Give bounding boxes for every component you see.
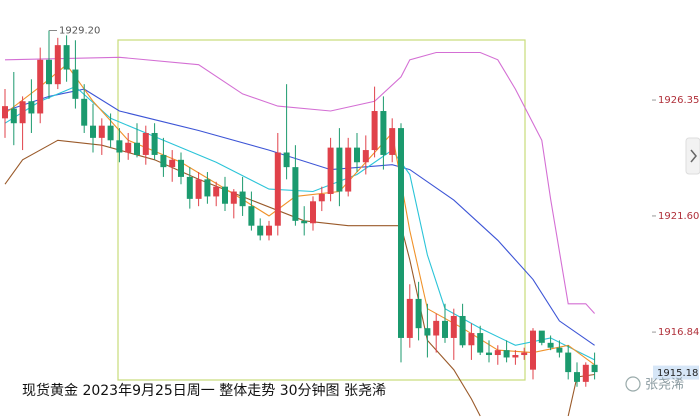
candle-body — [582, 364, 589, 382]
candle-body — [178, 159, 184, 177]
candle-body — [450, 315, 457, 338]
y-tick-label: 1921.60 — [658, 211, 699, 222]
candle-body — [274, 152, 281, 226]
candle-body — [556, 347, 563, 353]
candle-body — [98, 125, 105, 138]
candle-body — [538, 330, 545, 343]
candle-body — [345, 147, 352, 192]
candle-body — [574, 372, 580, 382]
candle-body — [248, 206, 255, 226]
last-price-label: 1915.18 — [657, 368, 698, 379]
candle-body — [239, 191, 246, 207]
candle-body — [134, 142, 140, 155]
candle-body — [362, 150, 369, 163]
annotation-label: 1929.20 — [59, 26, 100, 37]
candle-body — [468, 333, 475, 346]
y-tick-label: 1926.35 — [658, 95, 699, 106]
candle-body — [160, 154, 167, 168]
candle-body — [477, 333, 484, 353]
candle-body — [415, 298, 422, 329]
indicator-line — [4, 51, 596, 314]
candle-body — [283, 152, 290, 168]
candle-body — [195, 179, 202, 199]
candle-body — [125, 142, 132, 153]
candle-body — [46, 59, 52, 85]
candle-body — [37, 59, 44, 114]
candle-body — [151, 132, 158, 155]
candle-body — [63, 45, 70, 70]
candle-body — [310, 201, 316, 224]
highlight-box — [117, 39, 526, 381]
candle-body — [81, 98, 88, 126]
indicator-line — [4, 139, 595, 417]
next-button-bg[interactable] — [685, 137, 700, 175]
y-tick-label: 1916.84 — [658, 327, 699, 338]
price-axis: 1926.35 1921.60 1916.84 1915.18 1929.20 — [49, 26, 699, 380]
candle-body — [503, 350, 510, 358]
candle-body — [547, 342, 554, 348]
watermark-icon — [625, 376, 641, 392]
candle-body — [186, 176, 193, 199]
candle-body — [116, 140, 123, 153]
next-button[interactable] — [685, 137, 700, 175]
last-price-box — [653, 365, 699, 380]
candle-body — [565, 352, 572, 373]
candle-body — [301, 220, 308, 224]
candle-body — [90, 125, 96, 138]
watermark-text: 张尧浠 — [645, 378, 684, 393]
candle-body — [2, 106, 8, 119]
candle-body — [530, 330, 536, 370]
candle-body — [327, 147, 334, 194]
candle-body — [459, 315, 466, 346]
candle-body — [486, 352, 492, 356]
candle-body — [406, 298, 413, 338]
candle-body — [266, 225, 272, 236]
candle-body — [107, 125, 114, 141]
candle-body — [442, 320, 448, 338]
candle-body — [371, 111, 378, 151]
candle-body — [204, 179, 211, 197]
candle-body — [433, 320, 440, 336]
caption: 现货黄金 2023年9月25日周一 整体走势 30分钟图 张尧浠 — [22, 382, 386, 399]
candle-body — [494, 350, 501, 356]
candle-body — [142, 132, 149, 155]
candle-body — [398, 128, 404, 338]
candle-body — [230, 191, 237, 204]
candle-body — [257, 225, 264, 236]
candle-body — [72, 69, 79, 99]
candle-body — [591, 364, 598, 373]
candle-body — [318, 193, 325, 202]
candle-body — [292, 167, 299, 221]
candle-body — [424, 328, 431, 336]
candles — [2, 30, 598, 387]
candle-body — [19, 101, 26, 124]
candle-body — [336, 147, 343, 192]
next-arrow[interactable] — [690, 149, 697, 163]
candle-body — [521, 352, 528, 356]
candle-body — [380, 111, 387, 155]
candle-body — [169, 159, 176, 168]
candle-body — [512, 355, 519, 358]
watermark: 张尧浠 — [625, 376, 684, 393]
candle-body — [54, 45, 61, 85]
candle-body — [28, 101, 35, 114]
candle-body — [354, 147, 360, 163]
candle-body — [389, 128, 396, 155]
candle-body — [213, 186, 220, 197]
candle-body — [222, 186, 228, 204]
candle-body — [10, 108, 17, 124]
